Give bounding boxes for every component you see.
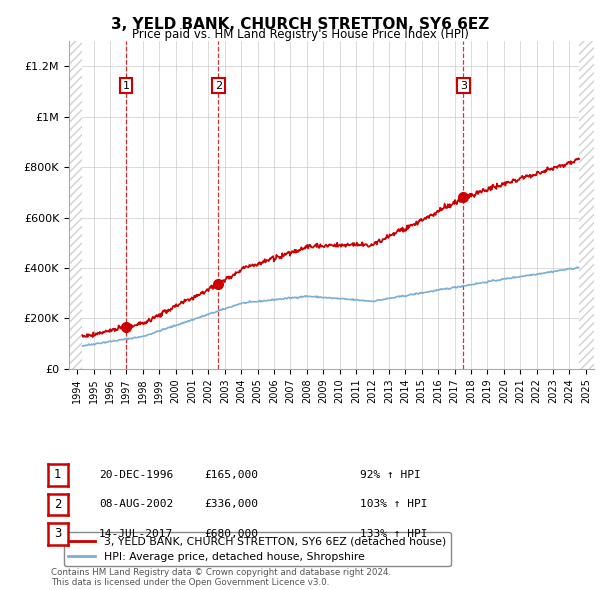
Text: £165,000: £165,000	[204, 470, 258, 480]
Text: 133% ↑ HPI: 133% ↑ HPI	[360, 529, 427, 539]
Text: £680,000: £680,000	[204, 529, 258, 539]
Text: Contains HM Land Registry data © Crown copyright and database right 2024.
This d: Contains HM Land Registry data © Crown c…	[51, 568, 391, 587]
Text: 3, YELD BANK, CHURCH STRETTON, SY6 6EZ: 3, YELD BANK, CHURCH STRETTON, SY6 6EZ	[111, 17, 489, 31]
Text: Price paid vs. HM Land Registry's House Price Index (HPI): Price paid vs. HM Land Registry's House …	[131, 28, 469, 41]
Text: £336,000: £336,000	[204, 500, 258, 509]
Text: 14-JUL-2017: 14-JUL-2017	[99, 529, 173, 539]
Legend: 3, YELD BANK, CHURCH STRETTON, SY6 6EZ (detached house), HPI: Average price, det: 3, YELD BANK, CHURCH STRETTON, SY6 6EZ (…	[64, 532, 451, 566]
Text: 2: 2	[215, 80, 222, 90]
Text: 20-DEC-1996: 20-DEC-1996	[99, 470, 173, 480]
Text: 3: 3	[54, 527, 62, 540]
Text: 2: 2	[54, 498, 62, 511]
Text: 1: 1	[54, 468, 62, 481]
Text: 1: 1	[122, 80, 130, 90]
Text: 103% ↑ HPI: 103% ↑ HPI	[360, 500, 427, 509]
Text: 08-AUG-2002: 08-AUG-2002	[99, 500, 173, 509]
Text: 92% ↑ HPI: 92% ↑ HPI	[360, 470, 421, 480]
Text: 3: 3	[460, 80, 467, 90]
